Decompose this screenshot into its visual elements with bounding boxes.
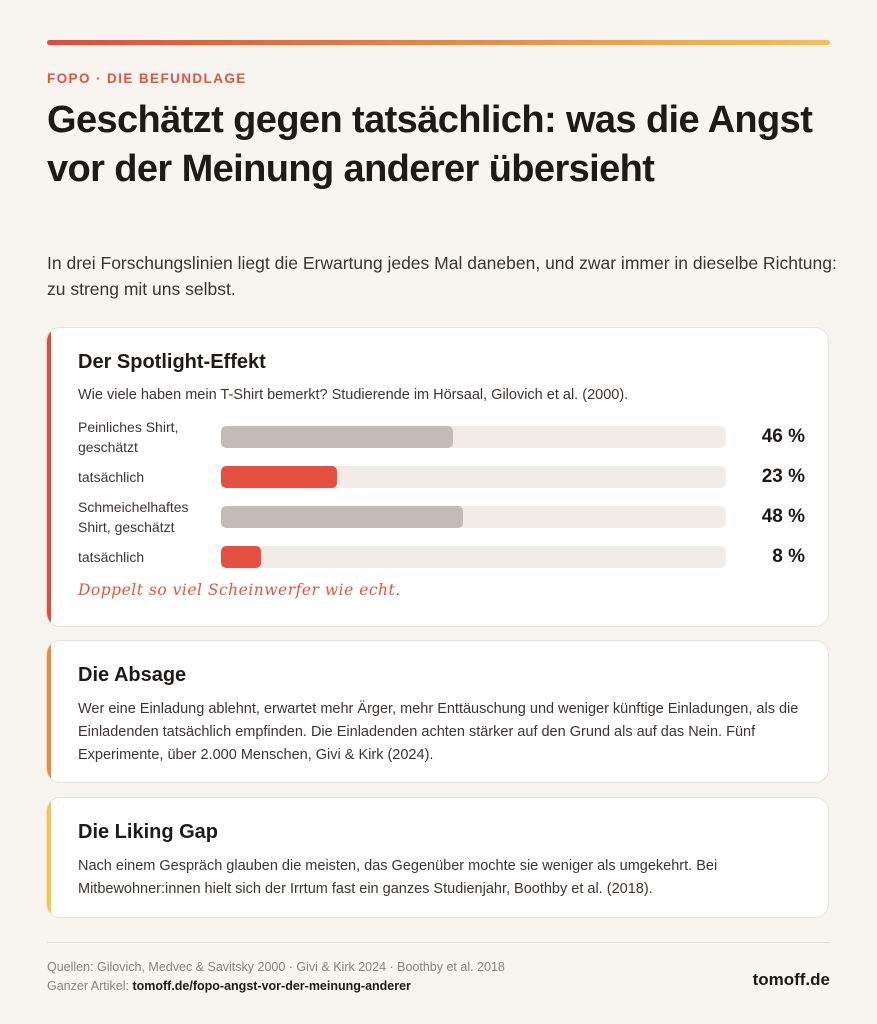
brand-logo-text: tomoff.de bbox=[752, 970, 830, 989]
bar-track bbox=[221, 426, 726, 448]
article-prefix: Ganzer Artikel: bbox=[47, 979, 133, 993]
bar-fill-actual bbox=[221, 466, 338, 488]
bar-row: Peinliches Shirt, geschätzt 46 % bbox=[78, 417, 813, 457]
bar-fill-estimated bbox=[221, 506, 464, 528]
card-description: Nach einem Gespräch glauben die meisten,… bbox=[78, 858, 718, 897]
bar-category-label: Schmeichelhaftes Shirt, geschätzt bbox=[78, 499, 189, 535]
eyebrow-label: FOPO · DIE BEFUNDLAGE bbox=[47, 71, 247, 86]
bar-track bbox=[221, 506, 726, 528]
card-rejection: Die Absage Wer eine Einladung ablehnt, e… bbox=[46, 640, 829, 783]
card-spotlight-effect: Der Spotlight-Effekt Wie viele haben mei… bbox=[46, 327, 829, 627]
bar-value-label: 46 % bbox=[761, 426, 805, 447]
card-liking-gap: Die Liking Gap Nach einem Gespräch glaub… bbox=[46, 797, 829, 918]
page-subtitle: In drei Forschungslinien liegt die Erwar… bbox=[47, 253, 837, 299]
card-description: Wer eine Einladung ablehnt, erwartet meh… bbox=[78, 701, 799, 763]
article-line: Ganzer Artikel: tomoff.de/fopo-angst-vor… bbox=[47, 977, 505, 996]
bar-category-label: tatsächlich bbox=[78, 469, 145, 485]
footer-sources: Quellen: Gilovich, Medvec & Savitsky 200… bbox=[47, 958, 505, 996]
bar-category-label: tatsächlich bbox=[78, 549, 145, 565]
bar-fill-estimated bbox=[221, 426, 454, 448]
card-title: Der Spotlight-Effekt bbox=[78, 351, 266, 373]
bar-row: tatsächlich 8 % bbox=[78, 537, 813, 577]
handwritten-note: Doppelt so viel Scheinwerfer wie echt. bbox=[78, 581, 401, 599]
article-link[interactable]: tomoff.de/fopo-angst-vor-der-meinung-and… bbox=[132, 979, 411, 993]
footer-divider bbox=[47, 942, 830, 943]
page-title: Geschätzt gegen tatsächlich: was die Ang… bbox=[47, 99, 813, 190]
bar-value-label: 23 % bbox=[761, 466, 805, 487]
bar-value-label: 48 % bbox=[761, 506, 805, 527]
bar-track bbox=[221, 546, 726, 568]
sources-text: Quellen: Gilovich, Medvec & Savitsky 200… bbox=[47, 960, 505, 974]
card-title: Die Absage bbox=[78, 664, 187, 686]
bar-track bbox=[221, 466, 726, 488]
card-title: Die Liking Gap bbox=[78, 821, 219, 843]
bar-row: Schmeichelhaftes Shirt, geschätzt 48 % bbox=[78, 497, 813, 537]
bar-fill-actual bbox=[221, 546, 262, 568]
accent-gradient-bar bbox=[47, 40, 830, 45]
bar-category-label: Peinliches Shirt, geschätzt bbox=[78, 419, 179, 455]
bar-value-label: 8 % bbox=[772, 546, 805, 567]
card-description: Wie viele haben mein T-Shirt bemerkt? St… bbox=[78, 387, 629, 403]
bar-row: tatsächlich 23 % bbox=[78, 457, 813, 497]
